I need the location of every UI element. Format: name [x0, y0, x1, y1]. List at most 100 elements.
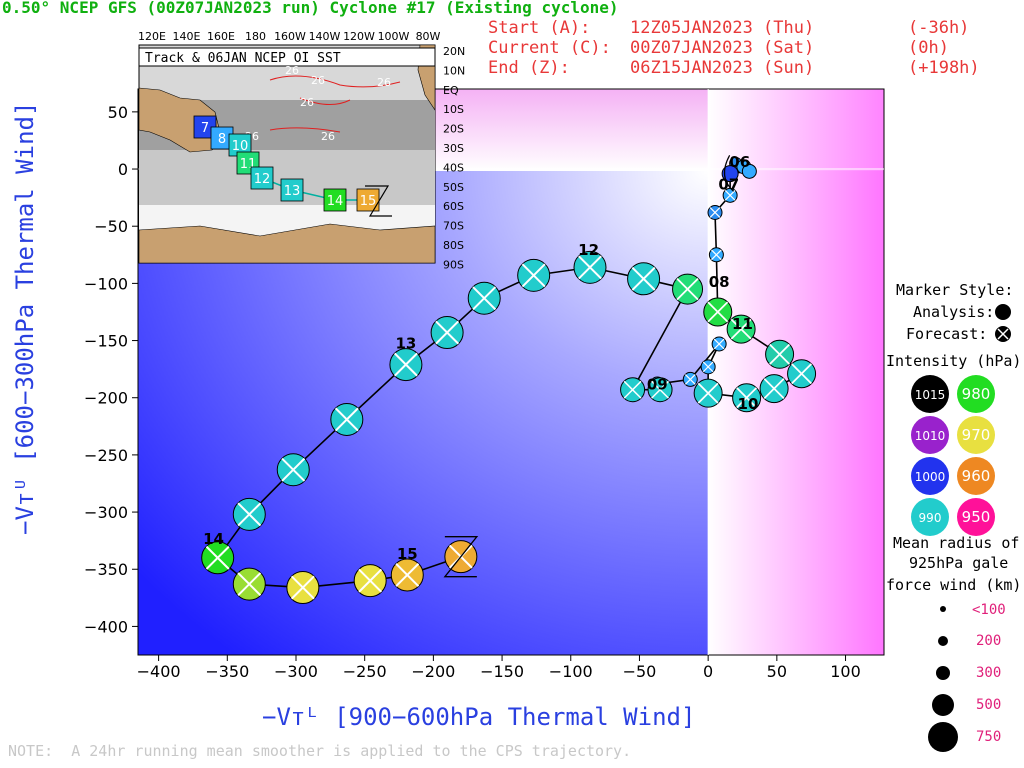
day-label: 10 [738, 395, 759, 413]
y-tick-label: −200 [84, 389, 128, 408]
inset-sst-label: 26 [311, 74, 325, 87]
trajectory-point [700, 359, 716, 375]
legend-intensity-title: Intensity (hPa): [886, 352, 1024, 370]
legend-radius-label-3: 300 [976, 665, 1002, 681]
current-time: 00Z07JAN2023 (Sat) [630, 38, 815, 58]
legend-intensity-label: 980 [962, 385, 991, 403]
trajectory-markers [201, 155, 817, 605]
background-quadrant-lower-right [708, 171, 884, 655]
legend-intensity-swatch [957, 416, 995, 454]
legend-intensity-swatch [911, 498, 949, 536]
y-tick-label: −150 [84, 332, 128, 351]
end-z-marker [443, 536, 479, 578]
legend-intensity-swatch [911, 375, 949, 413]
trajectory-point [741, 163, 757, 179]
trajectory-point [703, 297, 733, 327]
inset-lon-label: 140E [173, 30, 201, 43]
legend-radius-marker [928, 722, 958, 752]
trajectory-point [759, 374, 789, 404]
inset-lon-label: 120W [343, 30, 375, 43]
x-tick-label: 100 [830, 662, 861, 681]
inset-track-label: 7 [201, 121, 209, 136]
trajectory-point [620, 377, 646, 403]
x-tick-label: −150 [480, 662, 524, 681]
legend-intensity-swatch [957, 457, 995, 495]
trajectory-point [573, 250, 607, 284]
inset-sst-label: 26 [377, 76, 391, 89]
trajectory-point [232, 567, 266, 601]
end-label: End (Z): [488, 58, 570, 78]
current-label: Current (C): [488, 38, 611, 58]
inset-lon-label: 80W [416, 30, 441, 43]
inset-sst-label: 26 [321, 130, 335, 143]
trajectory-point [517, 258, 551, 292]
x-tick-label: −300 [274, 662, 318, 681]
trajectory-point [389, 348, 423, 382]
legend-analysis-marker [995, 304, 1011, 320]
legend-intensity-label: 960 [962, 467, 991, 485]
legend-intensity-swatch [911, 457, 949, 495]
trajectory-point [787, 359, 817, 389]
x-tick-label: 50 [767, 662, 787, 681]
current-offset: (0h) [908, 38, 949, 58]
start-offset: (-36h) [908, 18, 970, 38]
inset-lon-label: 160E [207, 30, 235, 43]
trajectory-point [276, 453, 310, 487]
legend-intensity-label: 1010 [915, 429, 946, 443]
trajectory-point [682, 371, 698, 387]
day-label: 14 [203, 530, 224, 548]
end-offset: (+198h) [908, 58, 980, 78]
x-tick-label: −100 [549, 662, 593, 681]
day-label: 11 [732, 315, 753, 333]
inset-lat-label: 40S [443, 161, 464, 174]
y-tick-label: −100 [84, 274, 128, 293]
trajectory-point [390, 558, 424, 592]
inset-lon-label: 140W [309, 30, 341, 43]
inset-title: Track & 06JAN NCEP OI SST [145, 51, 341, 66]
trajectory-point [726, 314, 756, 344]
inset-lon-label: 100W [378, 30, 410, 43]
trajectory-point [353, 564, 387, 598]
inset-lat-labels: 20N 10N EQ 10S 20S 30S 40S 50S 60S 70S 80S 90S [443, 45, 465, 271]
y-tick-label: 0 [118, 160, 128, 179]
x-tick-label: −200 [411, 662, 455, 681]
legend: 1015 980 1010 970 1000 960 990 950 [911, 304, 1011, 752]
y-tick-label: −350 [84, 560, 128, 579]
trajectory-point [647, 377, 673, 403]
trajectory-point [708, 247, 724, 263]
x-tick-label: −400 [137, 662, 181, 681]
footnote: NOTE: A 24hr running mean smoother is ap… [8, 742, 632, 760]
trajectory-point [711, 336, 727, 352]
inset-lat-label: 70S [443, 220, 464, 233]
inset-lon-labels: 120E 140E 160E 180 160W 140W 120W 100W 80W [138, 30, 441, 43]
inset-track-label: 10 [232, 139, 249, 154]
day-labels: 06 07 08 09 10 11 12 13 14 15 [203, 153, 758, 563]
legend-radius-marker [936, 666, 950, 680]
legend-intensity-swatch [911, 416, 949, 454]
legend-radius-label-4: 500 [976, 697, 1002, 713]
inset-track-box [323, 188, 347, 212]
trajectory-point [707, 204, 723, 220]
axes: −400 −350 −300 −250 −200 −150 −100 −50 0 50 100500… [84, 89, 884, 681]
trajectory-point [765, 339, 795, 369]
trajectory-point [330, 402, 364, 436]
day-label: 12 [578, 241, 599, 259]
inset-lat-label: 50S [443, 181, 464, 194]
inset-lat-label: 30S [443, 142, 464, 155]
legend-radius-title-1: Mean radius of [893, 534, 1020, 552]
inset-track-label: 15 [360, 194, 377, 209]
inset-lon-label: 120E [138, 30, 166, 43]
legend-intensity-label: 950 [962, 508, 991, 526]
inset-track-label: 13 [284, 184, 301, 199]
legend-radius-title-3: force wind (km): [886, 576, 1024, 594]
day-label: 07 [718, 176, 739, 194]
legend-marker-style: Marker Style: [896, 281, 1014, 299]
inset-lat-label: 20S [443, 123, 464, 136]
legend-radius-label-2: 200 [976, 633, 1002, 649]
legend-radius-label-5: 750 [976, 729, 1002, 745]
y-axis-label: −Vᴛᵁ [600−300hPa Thermal Wind] [11, 101, 39, 535]
inset-lat-label: 10N [443, 64, 465, 77]
